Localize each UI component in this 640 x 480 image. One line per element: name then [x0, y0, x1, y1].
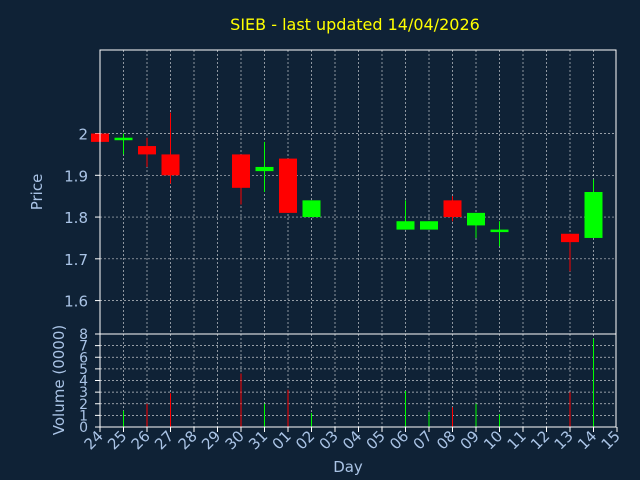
price-axis-label: Price — [28, 174, 46, 211]
volume-tick-label: 8 — [79, 327, 88, 343]
volume-tick-label: 1 — [79, 408, 88, 424]
x-axis-ticks: 2425262728293031010203040506070809101112… — [81, 427, 624, 453]
volume-axis-label: Volume (0000) — [50, 325, 68, 435]
price-tick-label: 1.8 — [64, 209, 88, 227]
candle-body-down — [561, 233, 579, 243]
candle-body-up — [255, 166, 274, 172]
volume-tick-label: 3 — [79, 385, 88, 401]
candle-body-down — [443, 200, 462, 218]
candle-body-up — [302, 200, 321, 218]
volume-tick-label: 6 — [79, 350, 88, 366]
price-tick-label: 2 — [78, 126, 88, 144]
volume-tick-label: 2 — [79, 397, 88, 413]
volume-tick-label: 5 — [79, 362, 88, 378]
candle-body-up — [420, 221, 438, 230]
candle-body-up — [114, 137, 133, 141]
price-panel: 1.6 1.7 1.8 1.9 2 — [64, 49, 617, 335]
candle-body-down — [138, 146, 156, 155]
chart-title: SIEB - last updated 14/04/2026 — [230, 15, 480, 34]
candle-body-up — [396, 221, 415, 230]
volume-tick-label: 7 — [79, 339, 88, 355]
volume-tick-label: 4 — [79, 374, 88, 390]
volume-tick-label: 0 — [79, 420, 88, 436]
price-tick-label: 1.6 — [64, 293, 88, 311]
price-tick-label: 1.7 — [64, 251, 88, 269]
candle-body-up — [467, 212, 485, 226]
candle-body-up — [490, 229, 509, 233]
candle-body-down — [232, 154, 250, 188]
candle-body-down — [279, 158, 297, 213]
price-tick-label: 1.9 — [64, 167, 88, 185]
candle-body-up — [584, 192, 603, 238]
candle-body-down — [161, 154, 180, 176]
x-axis-label: Day — [333, 458, 363, 476]
